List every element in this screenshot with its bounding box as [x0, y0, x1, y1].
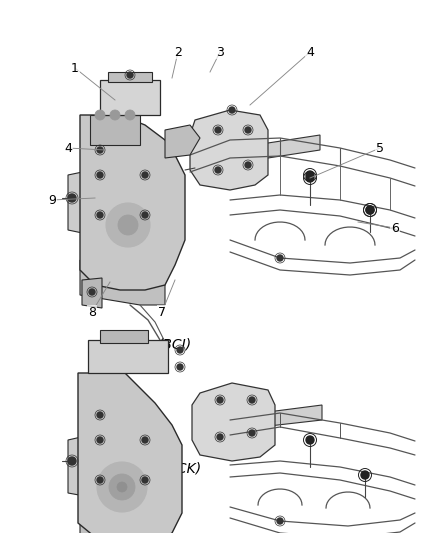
- Circle shape: [97, 147, 103, 153]
- Polygon shape: [260, 405, 322, 427]
- Polygon shape: [82, 278, 102, 308]
- Circle shape: [125, 110, 135, 120]
- Text: 3: 3: [216, 45, 224, 59]
- Circle shape: [118, 215, 138, 235]
- Polygon shape: [190, 110, 268, 190]
- Circle shape: [97, 477, 103, 483]
- Polygon shape: [88, 340, 168, 373]
- Polygon shape: [68, 435, 90, 497]
- Circle shape: [245, 162, 251, 168]
- Polygon shape: [165, 125, 200, 158]
- Circle shape: [177, 347, 183, 353]
- Polygon shape: [80, 260, 165, 305]
- Circle shape: [142, 477, 148, 483]
- Circle shape: [277, 518, 283, 524]
- Polygon shape: [68, 170, 92, 235]
- Circle shape: [89, 289, 95, 295]
- Circle shape: [249, 430, 255, 436]
- Text: (BCK): (BCK): [162, 461, 201, 475]
- Circle shape: [142, 437, 148, 443]
- Circle shape: [109, 474, 135, 500]
- Text: (BCJ): (BCJ): [158, 338, 192, 352]
- Circle shape: [177, 364, 183, 370]
- Circle shape: [215, 167, 221, 173]
- Circle shape: [97, 172, 103, 178]
- Circle shape: [142, 172, 148, 178]
- Circle shape: [215, 127, 221, 133]
- Circle shape: [142, 212, 148, 218]
- Text: 9: 9: [48, 193, 56, 206]
- Polygon shape: [80, 520, 165, 533]
- Circle shape: [277, 255, 283, 261]
- Circle shape: [306, 436, 314, 444]
- Polygon shape: [255, 135, 320, 160]
- Polygon shape: [80, 115, 185, 290]
- Circle shape: [97, 462, 147, 512]
- Text: 4: 4: [64, 141, 72, 155]
- Text: 2: 2: [174, 45, 182, 59]
- Circle shape: [117, 482, 127, 492]
- Text: 5: 5: [376, 141, 384, 155]
- Polygon shape: [78, 373, 182, 533]
- Circle shape: [366, 206, 374, 214]
- Circle shape: [68, 457, 76, 465]
- Circle shape: [361, 471, 369, 479]
- Circle shape: [127, 72, 133, 78]
- Circle shape: [306, 171, 314, 179]
- Text: 8: 8: [88, 305, 96, 319]
- Polygon shape: [90, 115, 140, 145]
- Circle shape: [110, 110, 120, 120]
- Circle shape: [95, 110, 105, 120]
- Circle shape: [68, 194, 76, 202]
- Circle shape: [217, 397, 223, 403]
- Text: 7: 7: [158, 305, 166, 319]
- Circle shape: [97, 212, 103, 218]
- Text: 1: 1: [71, 61, 79, 75]
- Polygon shape: [108, 72, 152, 82]
- Circle shape: [106, 203, 150, 247]
- Text: 4: 4: [306, 45, 314, 59]
- Circle shape: [97, 437, 103, 443]
- Polygon shape: [100, 330, 148, 343]
- Circle shape: [249, 397, 255, 403]
- Circle shape: [306, 174, 314, 182]
- Circle shape: [97, 412, 103, 418]
- Circle shape: [245, 127, 251, 133]
- Text: 6: 6: [391, 222, 399, 235]
- Circle shape: [217, 434, 223, 440]
- Circle shape: [229, 107, 235, 113]
- Polygon shape: [100, 80, 160, 115]
- Circle shape: [366, 206, 374, 214]
- Polygon shape: [192, 383, 275, 461]
